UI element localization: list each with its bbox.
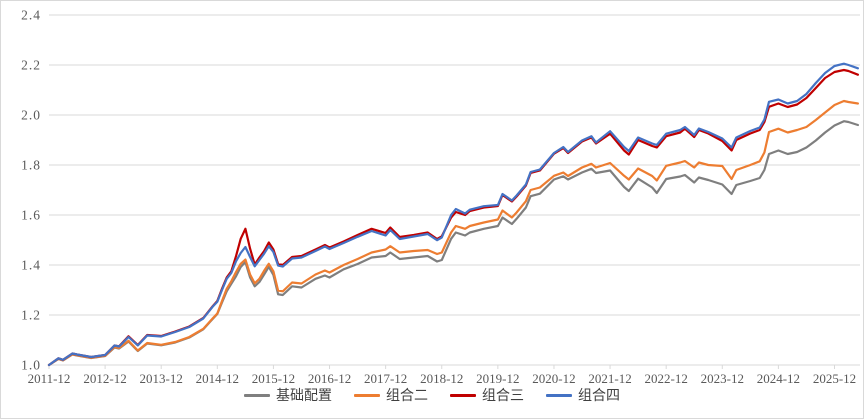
x-axis-tick-label: 2012-12 [83,371,126,386]
legend-item-combo-3: 组合三 [450,385,524,405]
x-axis-tick-label: 2019-12 [476,371,519,386]
x-axis-tick-label: 2011-12 [28,371,71,386]
legend-label-combo-2: 组合二 [386,389,428,404]
y-axis-tick-label: 1.4 [21,258,41,273]
legend-label-combo-3: 组合三 [482,389,524,404]
legend-swatch-base-config [244,393,270,397]
x-axis-tick-label: 2016-12 [308,371,351,386]
legend-item-combo-4: 组合四 [546,385,620,405]
legend-swatch-combo-2 [354,393,380,397]
x-axis-tick-label: 2014-12 [196,371,239,386]
legend-swatch-combo-3 [450,393,476,397]
y-axis-tick-label: 1.2 [21,308,41,323]
series-line-combo-2 [47,99,860,367]
y-axis-tick-label: 1.8 [21,158,41,173]
legend-item-combo-2: 组合二 [354,385,428,405]
x-axis-tick-label: 2013-12 [140,371,183,386]
series-line-base-config [47,120,860,367]
y-axis-tick-label: 2.2 [21,58,41,73]
legend-label-base-config: 基础配置 [276,389,332,404]
x-axis-tick-label: 2020-12 [532,371,575,386]
legend-item-base-config: 基础配置 [244,385,332,405]
x-axis-tick-label: 2025-12 [813,371,856,386]
chart-legend: 基础配置 组合二 组合三 组合四 [1,385,863,405]
x-axis-tick-label: 2022-12 [645,371,688,386]
y-axis-tick-label: 1.0 [21,358,41,373]
series-line-combo-3 [47,68,860,367]
legend-swatch-combo-4 [546,393,572,397]
x-axis-tick-label: 2015-12 [252,371,295,386]
x-axis-tick-label: 2023-12 [701,371,744,386]
x-axis-tick-label: 2021-12 [588,371,631,386]
y-axis-tick-label: 1.6 [21,208,41,223]
x-axis-tick-label: 2024-12 [757,371,800,386]
y-axis-tick-label: 2.0 [21,108,41,123]
legend-label-combo-4: 组合四 [578,389,620,404]
x-axis-tick-label: 2018-12 [420,371,463,386]
series-line-combo-4 [47,62,860,367]
x-axis-tick-label: 2017-12 [364,371,407,386]
y-axis-tick-label: 2.4 [21,8,41,23]
